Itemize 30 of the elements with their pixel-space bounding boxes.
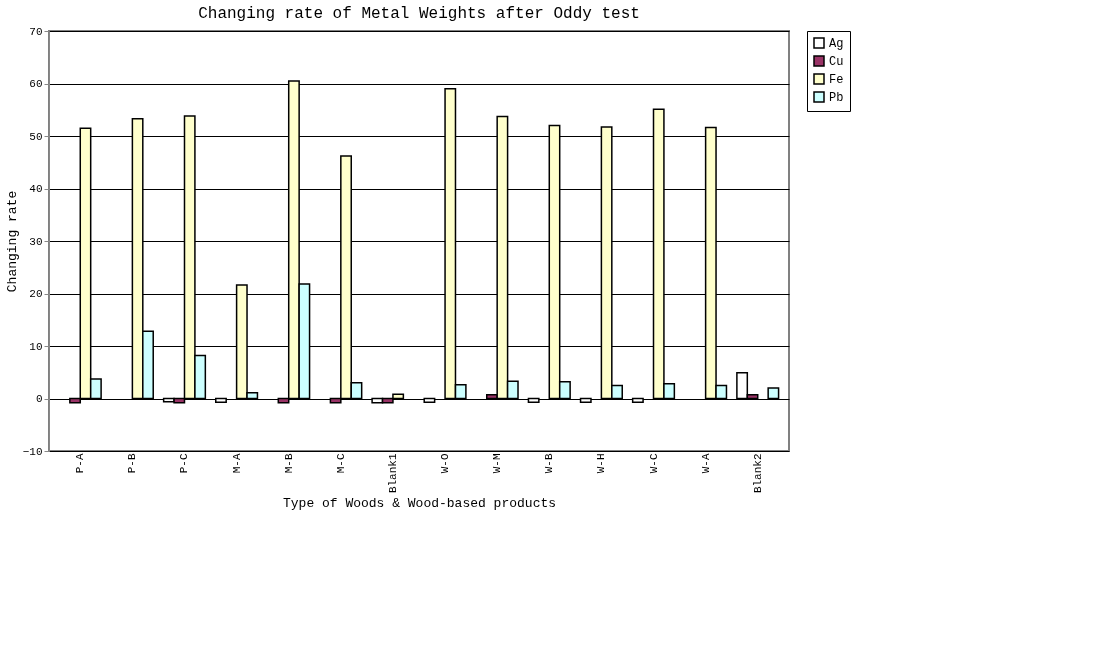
y-tick-label: −10 — [22, 445, 43, 458]
y-tick-label: 40 — [29, 183, 43, 195]
legend-label: Cu — [829, 55, 844, 69]
y-tick-label: 20 — [29, 288, 43, 300]
x-tick-label: M-C — [334, 453, 347, 474]
x-tick-label: W-A — [699, 453, 712, 474]
y-tick-label: 30 — [29, 235, 43, 248]
x-tick-label: Blank2 — [751, 453, 764, 494]
y-tick-label: 0 — [35, 393, 43, 405]
legend-label: Ag — [829, 37, 844, 51]
y-tick-label: 50 — [29, 130, 43, 143]
x-tick-label: W-H — [595, 453, 608, 474]
x-tick-label: W-O — [439, 453, 452, 474]
y-tick-label: 60 — [29, 78, 43, 90]
x-tick-label: Blank1 — [386, 453, 399, 494]
x-tick-label: W-M — [491, 453, 504, 474]
x-tick-label: M-B — [282, 453, 295, 474]
x-tick-label: P-B — [126, 453, 139, 474]
x-tick-label: W-C — [647, 453, 660, 474]
legend-label: Pb — [829, 91, 844, 105]
legend-label: Fe — [829, 73, 844, 87]
x-tick-label: P-C — [178, 453, 191, 474]
x-tick-label: P-A — [74, 453, 87, 474]
y-tick-label: 70 — [29, 25, 43, 38]
x-axis-title: Type of Woods & Wood-based products — [282, 496, 557, 512]
x-tick-label: M-A — [230, 453, 243, 474]
y-tick-label: 10 — [29, 340, 43, 353]
y-axis-title: Changing rate — [4, 190, 20, 293]
x-tick-label: W-B — [543, 453, 556, 474]
chart-title: Changing rate of Metal Weights after Oddy test — [198, 5, 640, 23]
